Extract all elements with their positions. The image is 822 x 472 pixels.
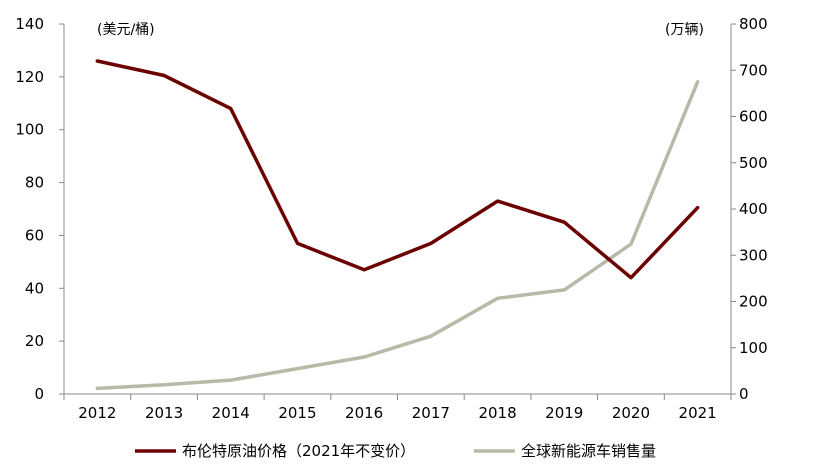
y-left-tick-label: 100 <box>15 121 44 139</box>
data-point-oil-price <box>696 206 699 209</box>
x-tick-label: 2016 <box>345 404 383 422</box>
x-tick-label: 2018 <box>478 404 516 422</box>
data-point-nev-sales <box>629 242 633 246</box>
y-right-tick-label: 700 <box>739 61 768 79</box>
y-left-tick-label: 0 <box>34 385 44 403</box>
x-tick-label: 2013 <box>145 404 183 422</box>
y-right-tick-label: 600 <box>739 108 768 126</box>
data-point-oil-price <box>429 242 433 245</box>
y-right-tick-label: 500 <box>739 154 768 172</box>
data-point-oil-price <box>96 59 99 63</box>
x-tick-label: 2019 <box>545 404 583 422</box>
series-line-oil-price <box>95 59 700 280</box>
data-point-oil-price <box>162 74 166 77</box>
y-left-tick-label: 140 <box>15 15 44 33</box>
data-point-nev-sales <box>563 288 566 292</box>
data-point-oil-price <box>296 242 299 245</box>
data-point-nev-sales <box>496 297 499 300</box>
y-left-tick-label: 20 <box>25 332 44 350</box>
y-right-unit: (万辆) <box>665 22 704 38</box>
data-point-nev-sales <box>96 387 99 390</box>
series-line-nev-sales <box>95 80 700 391</box>
y-right-tick-label: 100 <box>739 339 768 357</box>
legend-label-oil-price: 布伦特原油价格（2021年不变价） <box>182 442 415 460</box>
legend: 布伦特原油价格（2021年不变价） 全球新能源车销售量 <box>135 442 656 460</box>
x-tick-label: 2014 <box>212 404 250 422</box>
data-point-oil-price <box>629 276 633 279</box>
x-tick-label: 2021 <box>679 404 717 422</box>
x-tick-label: 2020 <box>612 404 650 422</box>
data-point-nev-sales <box>162 383 166 386</box>
y-left-tick-label: 120 <box>15 68 44 86</box>
axes: 0 20 40 60 80 100 120 140 0 100 200 300 400 500 600 700… <box>15 15 767 422</box>
y-left-tick-label: 40 <box>25 279 44 297</box>
y-left-tick-label: 60 <box>25 226 44 244</box>
data-point-nev-sales <box>229 378 232 382</box>
data-point-nev-sales <box>696 80 699 84</box>
y-right-tick-label: 0 <box>739 385 749 403</box>
x-tick-label: 2012 <box>78 404 116 422</box>
data-point-nev-sales <box>362 355 366 359</box>
y-left-tick-label: 80 <box>25 174 44 192</box>
data-point-nev-sales <box>296 367 299 370</box>
y-right-tick-label: 400 <box>739 200 768 218</box>
data-point-oil-price <box>229 107 232 110</box>
x-tick-label: 2017 <box>412 404 450 422</box>
x-tick-label: 2015 <box>278 404 316 422</box>
y-right-tick-label: 300 <box>739 246 768 264</box>
data-point-oil-price <box>496 199 499 203</box>
data-point-nev-sales <box>429 334 433 338</box>
y-right-tick-label: 200 <box>739 293 768 311</box>
legend-label-nev-sales: 全球新能源车销售量 <box>521 442 656 460</box>
series-layer <box>95 59 700 391</box>
data-point-oil-price <box>563 221 566 224</box>
y-right-tick-label: 800 <box>739 15 768 33</box>
y-left-unit: (美元/桶) <box>97 22 155 38</box>
data-point-oil-price <box>362 268 366 271</box>
